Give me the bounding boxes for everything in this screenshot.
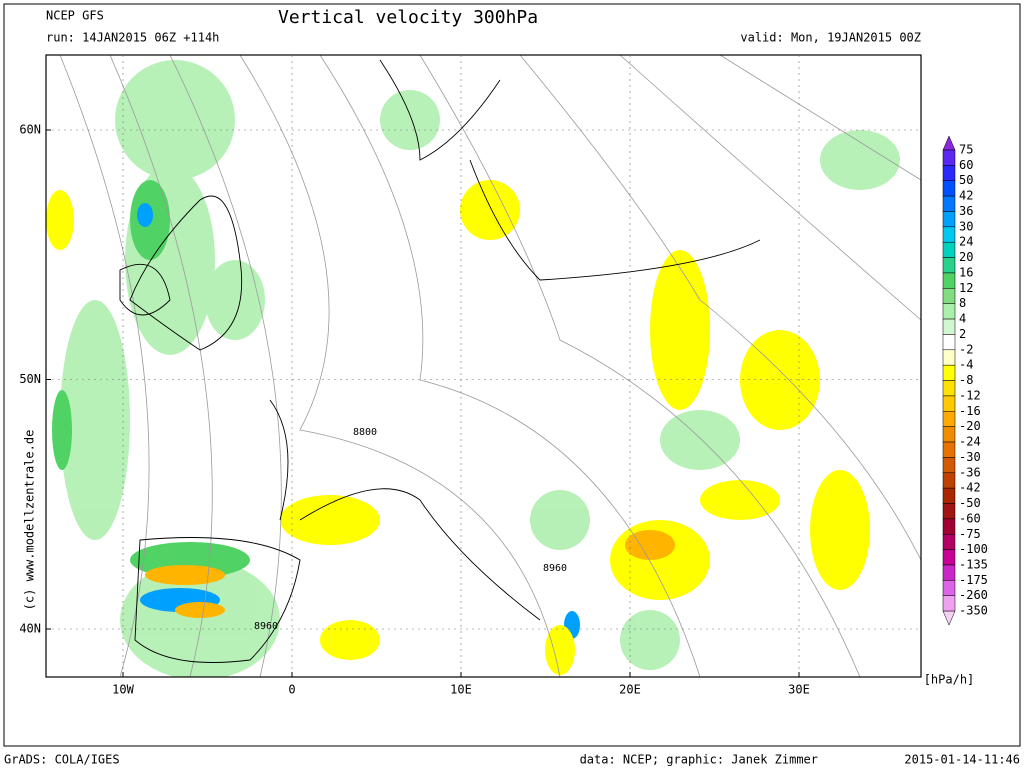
footer-left: GrADS: COLA/IGES <box>4 753 120 767</box>
map-field <box>46 55 921 677</box>
colorbar-label: -8 <box>959 373 973 387</box>
colorbar-box <box>942 272 956 289</box>
colorbar-box <box>942 595 956 612</box>
map-title: Vertical velocity 300hPa <box>278 7 538 28</box>
colorbar-label: -16 <box>959 404 981 418</box>
colorbar-label: -2 <box>959 342 973 356</box>
lon-tick-label: 30E <box>788 683 810 697</box>
colorbar-box <box>942 411 956 427</box>
lon-tick-label: 10W <box>112 683 134 697</box>
model-name: NCEP GFS <box>46 9 104 23</box>
colorbar-label: 2 <box>959 327 966 341</box>
colorbar-label: 36 <box>959 204 973 218</box>
sinking-areas <box>46 180 870 675</box>
colorbar-label: 8 <box>959 296 966 310</box>
rising-areas <box>60 60 900 677</box>
colorbar-label: 24 <box>959 235 973 249</box>
lat-tick-label: 60N <box>19 123 41 137</box>
colorbar-box <box>942 534 956 550</box>
contour-label: 8960 <box>543 563 567 574</box>
footer-right: 2015-01-14-11:46 <box>904 753 1020 767</box>
watermark: (c) www.modellzentrale.de <box>23 430 37 611</box>
colorbar-box <box>942 226 956 243</box>
colorbar-label: 60 <box>959 158 973 172</box>
colorbar-box <box>942 580 956 596</box>
colorbar-box <box>942 472 956 489</box>
colorbar-label: -4 <box>959 358 973 372</box>
colorbar-label: -350 <box>959 604 988 618</box>
colorbar-label: 4 <box>959 312 966 326</box>
colorbar-box <box>942 457 956 474</box>
colorbar-label: -50 <box>959 496 981 510</box>
colorbar-box <box>942 503 956 520</box>
colorbar-box <box>942 195 956 212</box>
colorbar-box <box>942 518 956 535</box>
colorbar-box <box>942 318 956 335</box>
footer-center: data: NCEP; graphic: Janek Zimmer <box>580 753 818 767</box>
colorbar-box <box>942 349 956 366</box>
colorbar-box <box>942 211 956 228</box>
colorbar-label: -135 <box>959 557 988 571</box>
colorbar-box <box>942 395 956 412</box>
colorbar-box <box>942 380 956 397</box>
colorbar-label: -100 <box>959 542 988 556</box>
colorbar-label: -20 <box>959 419 981 433</box>
colorbar-label: 20 <box>959 250 973 264</box>
colorbar-label: -42 <box>959 481 981 495</box>
colorbar-box <box>942 426 956 443</box>
colorbar-label: -12 <box>959 388 981 402</box>
colorbar-triangle <box>942 610 956 626</box>
lat-tick-label: 40N <box>19 622 41 636</box>
colorbar-label: 30 <box>959 219 973 233</box>
colorbar-label: 16 <box>959 265 973 279</box>
colorbar-label: 75 <box>959 143 973 157</box>
lon-tick-label: 0 <box>288 683 295 697</box>
lon-tick-label: 20E <box>619 683 641 697</box>
colorbar-box <box>942 303 956 320</box>
colorbar-box <box>942 241 956 258</box>
colorbar-box <box>942 288 956 304</box>
colorbar-label: 12 <box>959 281 973 295</box>
colorbar-label: 50 <box>959 173 973 187</box>
outer-frame <box>3 3 1021 747</box>
colorbar-box <box>942 549 956 566</box>
colorbar-box <box>942 165 956 181</box>
colorbar-label: -260 <box>959 588 988 602</box>
colorbar-box <box>942 257 956 274</box>
colorbar-label: -30 <box>959 450 981 464</box>
lon-tick-label: 10E <box>450 683 472 697</box>
colorbar-triangle <box>942 135 956 151</box>
colorbar-box <box>942 149 956 166</box>
colorbar-label: -75 <box>959 527 981 541</box>
coastlines <box>119 59 761 663</box>
colorbar-box <box>942 364 956 381</box>
colorbar-label: -175 <box>959 573 988 587</box>
map-frame <box>45 54 922 678</box>
colorbar-box <box>942 334 956 351</box>
contour-label: 8960 <box>254 621 278 632</box>
strong-sinking <box>145 530 675 618</box>
valid-time: valid: Mon, 19JAN2015 00Z <box>740 31 921 45</box>
colorbar-label: 42 <box>959 189 973 203</box>
run-time: run: 14JAN2015 06Z +114h <box>46 31 219 45</box>
height-contours <box>59 55 921 677</box>
colorbar-box <box>942 564 956 581</box>
colorbar-box <box>942 180 956 197</box>
lat-tick-label: 50N <box>19 372 41 386</box>
colorbar-label: -36 <box>959 465 981 479</box>
colorbar-label: -24 <box>959 435 981 449</box>
colorbar-unit: [hPa/h] <box>924 673 975 687</box>
contour-label: 8800 <box>353 427 377 438</box>
colorbar-box <box>942 441 956 458</box>
colorbar-box <box>942 487 956 504</box>
colorbar-label: -60 <box>959 511 981 525</box>
